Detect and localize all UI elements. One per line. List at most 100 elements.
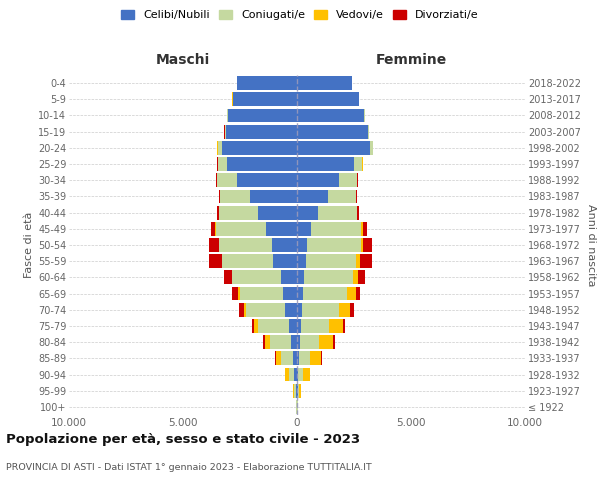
Bar	[356, 190, 357, 203]
Bar	[339, 303, 350, 316]
Bar	[297, 352, 299, 365]
Bar	[258, 206, 297, 220]
Bar	[361, 254, 372, 268]
Bar	[211, 222, 215, 235]
Bar	[217, 141, 218, 154]
Bar	[350, 303, 354, 316]
Legend: Celibi/Nubili, Coniugati/e, Vedovi/e, Divorziati/e: Celibi/Nubili, Coniugati/e, Vedovi/e, Di…	[117, 6, 483, 25]
Bar	[297, 286, 303, 300]
Bar	[319, 336, 334, 349]
Bar	[254, 319, 258, 333]
Text: Femmine: Femmine	[376, 54, 446, 68]
Bar	[310, 352, 321, 365]
Bar	[239, 303, 244, 316]
Bar	[224, 270, 232, 284]
Bar	[289, 319, 297, 333]
Bar	[370, 141, 373, 154]
Bar	[271, 336, 291, 349]
Bar	[286, 303, 297, 316]
Bar	[258, 319, 289, 333]
Bar	[299, 352, 310, 365]
Bar	[227, 108, 229, 122]
Bar	[297, 206, 318, 220]
Bar	[229, 108, 297, 122]
Bar	[250, 190, 297, 203]
Bar	[252, 319, 254, 333]
Bar	[221, 141, 297, 154]
Bar	[275, 352, 276, 365]
Bar	[209, 238, 218, 252]
Bar	[244, 303, 247, 316]
Bar	[357, 174, 358, 187]
Bar	[297, 157, 354, 171]
Bar	[215, 222, 266, 235]
Y-axis label: Fasce di età: Fasce di età	[23, 212, 34, 278]
Bar	[232, 270, 281, 284]
Bar	[286, 368, 289, 382]
Bar	[329, 319, 343, 333]
Bar	[293, 352, 297, 365]
Bar	[283, 286, 297, 300]
Bar	[218, 157, 227, 171]
Bar	[343, 319, 344, 333]
Bar	[295, 368, 297, 382]
Bar	[354, 157, 362, 171]
Bar	[328, 190, 356, 203]
Bar	[297, 76, 352, 90]
Bar	[226, 125, 297, 138]
Bar	[238, 76, 297, 90]
Bar	[303, 368, 310, 382]
Bar	[266, 222, 297, 235]
Bar	[306, 254, 356, 268]
Bar	[227, 157, 297, 171]
Bar	[307, 238, 361, 252]
Bar	[209, 254, 222, 268]
Bar	[358, 206, 359, 220]
Bar	[219, 190, 220, 203]
Bar	[368, 125, 369, 138]
Bar	[291, 336, 297, 349]
Bar	[232, 286, 238, 300]
Bar	[218, 141, 221, 154]
Y-axis label: Anni di nascita: Anni di nascita	[586, 204, 596, 286]
Bar	[217, 174, 238, 187]
Bar	[358, 270, 365, 284]
Bar	[281, 270, 297, 284]
Bar	[334, 336, 335, 349]
Bar	[265, 336, 271, 349]
Bar	[238, 286, 239, 300]
Bar	[363, 238, 372, 252]
Bar	[263, 336, 265, 349]
Bar	[301, 319, 329, 333]
Bar	[304, 270, 353, 284]
Bar	[353, 270, 358, 284]
Bar	[294, 384, 296, 398]
Bar	[297, 368, 298, 382]
Bar	[297, 222, 311, 235]
Bar	[318, 206, 357, 220]
Bar	[276, 352, 281, 365]
Bar	[217, 206, 218, 220]
Bar	[300, 336, 319, 349]
Bar	[297, 108, 364, 122]
Bar	[297, 238, 307, 252]
Bar	[272, 238, 297, 252]
Bar	[220, 190, 250, 203]
Bar	[297, 174, 340, 187]
Bar	[298, 368, 303, 382]
Text: Popolazione per età, sesso e stato civile - 2023: Popolazione per età, sesso e stato civil…	[6, 432, 360, 446]
Bar	[297, 92, 359, 106]
Bar	[216, 174, 217, 187]
Bar	[219, 206, 258, 220]
Bar	[321, 352, 322, 365]
Bar	[297, 254, 306, 268]
Bar	[362, 222, 367, 235]
Bar	[297, 319, 301, 333]
Bar	[347, 286, 356, 300]
Bar	[361, 238, 363, 252]
Bar	[289, 368, 295, 382]
Bar	[297, 190, 328, 203]
Bar	[293, 384, 294, 398]
Bar	[225, 125, 226, 138]
Bar	[273, 254, 297, 268]
